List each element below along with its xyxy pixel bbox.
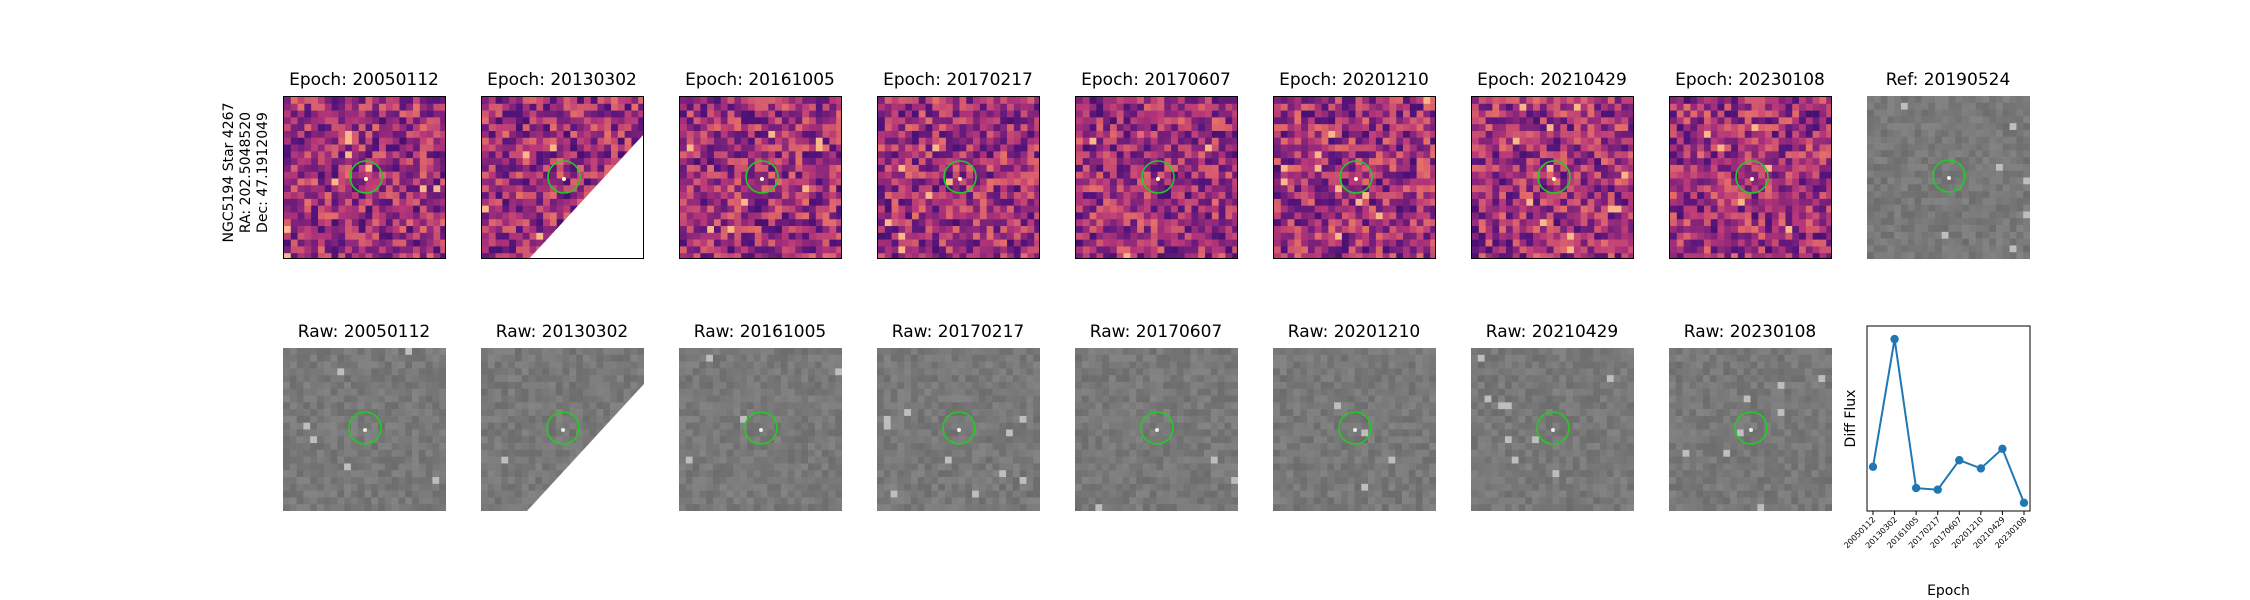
diff-panel-title: Epoch: 20050112	[289, 70, 439, 90]
diff-cutout-20201210	[1273, 96, 1436, 259]
target-circle	[1734, 411, 1768, 445]
diff-cutout-20170607	[1075, 96, 1238, 259]
raw-cutout-20130302	[481, 348, 644, 511]
raw-cutout-20050112	[283, 348, 446, 511]
target-circle	[1339, 160, 1373, 194]
target-circle	[546, 411, 580, 445]
raw-panel-title: Raw: 20170607	[1089, 322, 1223, 342]
data-point-20161005	[1911, 483, 1921, 493]
diff-cutout-20210429	[1471, 96, 1634, 259]
data-point-20210429	[1998, 444, 2007, 453]
data-point-20050112	[1868, 462, 1878, 471]
target-circle	[1932, 159, 1966, 193]
raw-panel-title: Raw: 20170217	[891, 322, 1025, 342]
chart-plot-frame	[1866, 325, 2031, 512]
raw-cutout-20230108	[1669, 348, 1832, 511]
star-info-label: NGC5194 Star 4267 RA: 202.5048520 Dec: 4…	[221, 85, 272, 260]
diff-flux-chart: 2005011220130302201610052017021720170607…	[1842, 325, 2031, 599]
raw-cutout-20161005	[679, 348, 842, 511]
diff-cutout-20161005	[679, 96, 842, 259]
target-circle	[943, 160, 977, 194]
raw-panel-title: Raw: 20230108	[1683, 322, 1817, 342]
raw-panel-title: Raw: 20130302	[495, 322, 629, 342]
diff-flux-series-line	[1872, 338, 2025, 504]
diff-cutout-20170217	[877, 96, 1040, 259]
raw-panel-title: Raw: 20210429	[1485, 322, 1619, 342]
target-circle	[1536, 411, 1570, 445]
data-point-20170217	[1933, 485, 1942, 494]
star-dec: Dec: 47.1912049	[255, 112, 271, 233]
target-circle	[1140, 411, 1174, 445]
target-circle	[1141, 160, 1175, 194]
raw-cutout-20170217	[877, 348, 1040, 511]
diff-panel-title: Epoch: 20130302	[487, 70, 637, 90]
star-ra: RA: 202.5048520	[238, 111, 254, 234]
raw-cutout-20170607	[1075, 348, 1238, 511]
reference-cutout	[1867, 96, 2030, 259]
target-circle	[1735, 160, 1769, 194]
data-point-20230108	[2019, 498, 2029, 508]
diff-panel-title: Epoch: 20170607	[1081, 70, 1231, 90]
diff-cutout-20230108	[1669, 96, 1832, 259]
raw-cutout-20201210	[1273, 348, 1436, 511]
diff-panel-title: Epoch: 20210429	[1477, 70, 1627, 90]
target-circle	[348, 411, 382, 445]
star-name: NGC5194 Star 4267	[221, 102, 237, 243]
target-circle	[942, 411, 976, 445]
target-circle	[1537, 160, 1571, 194]
target-circle	[744, 411, 778, 445]
x-axis-label: Epoch	[1927, 583, 1970, 599]
diff-cutout-20050112	[283, 96, 446, 259]
diff-panel-title: Epoch: 20161005	[685, 70, 835, 90]
target-circle	[1338, 411, 1372, 445]
target-circle	[547, 160, 581, 194]
data-point-20201210	[1976, 464, 1986, 473]
raw-panel-title: Raw: 20161005	[693, 322, 827, 342]
data-point-20130302	[1890, 334, 1899, 344]
diff-panel-title: Epoch: 20170217	[883, 70, 1033, 90]
ref-panel-title: Ref: 20190524	[1885, 70, 2011, 90]
target-circle	[745, 160, 779, 194]
y-axis-label: Diff Flux	[1843, 390, 1859, 448]
data-point-20170607	[1955, 456, 1964, 465]
diff-panel-title: Epoch: 20230108	[1675, 70, 1825, 90]
raw-panel-title: Raw: 20201210	[1287, 322, 1421, 342]
raw-panel-title: Raw: 20050112	[297, 322, 431, 342]
diff-cutout-20130302	[481, 96, 644, 259]
raw-cutout-20210429	[1471, 348, 1634, 511]
target-circle	[349, 160, 383, 194]
diff-panel-title: Epoch: 20201210	[1279, 70, 1429, 90]
